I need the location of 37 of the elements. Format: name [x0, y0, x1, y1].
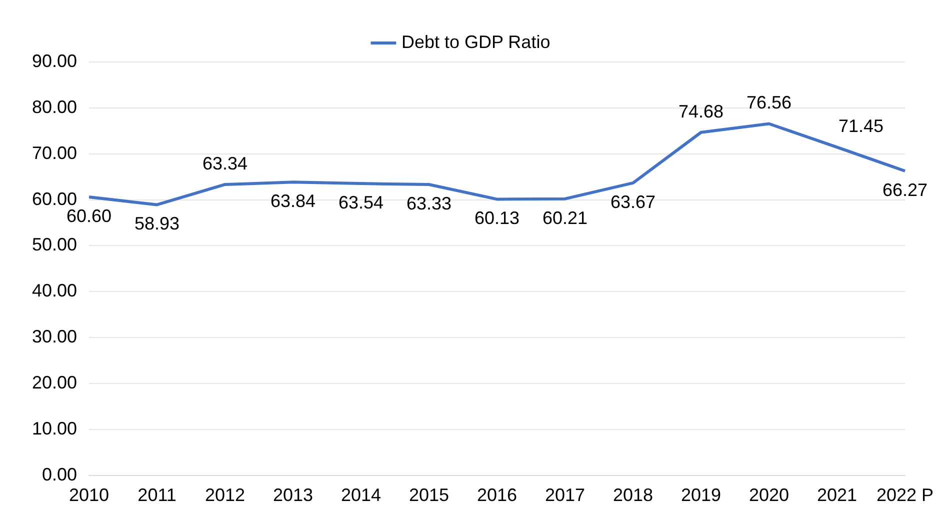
data-label: 76.56	[746, 92, 792, 113]
y-tick-label: 40.00	[32, 280, 78, 301]
y-tick-label: 30.00	[32, 326, 78, 347]
data-label: 60.13	[474, 208, 520, 228]
data-label: 74.68	[678, 101, 724, 122]
x-tick-label: 2015	[409, 485, 450, 506]
x-tick-label: 2020	[748, 485, 790, 506]
y-tick-label: 0.00	[42, 464, 78, 484]
x-tick-label: 2021	[816, 485, 858, 506]
data-label: 60.60	[66, 206, 112, 226]
data-label: 63.67	[610, 192, 656, 212]
x-tick-label: 2017	[544, 485, 586, 506]
y-tick-label: 90.00	[32, 50, 78, 71]
data-label: 63.84	[270, 191, 316, 212]
y-tick-label: 50.00	[32, 234, 78, 255]
x-tick-label: 2016	[477, 485, 518, 506]
x-tick-label: 2019	[680, 485, 722, 506]
x-tick-label: 2022 P	[876, 485, 934, 506]
x-tick-label: 2012	[205, 485, 246, 506]
x-tick-label: 2010	[69, 485, 110, 506]
y-tick-label: 60.00	[32, 188, 78, 209]
data-label: 66.27	[882, 180, 928, 200]
x-tick-label: 2018	[612, 485, 654, 506]
x-tick-label: 2014	[341, 485, 382, 506]
x-tick-label: 2011	[138, 485, 176, 506]
data-label: 63.54	[338, 192, 384, 213]
legend-label: Debt to GDP Ratio	[401, 32, 550, 52]
data-label: 71.45	[838, 116, 884, 136]
x-tick-label: 2013	[273, 485, 314, 506]
y-tick-label: 20.00	[32, 372, 78, 392]
data-label: 63.33	[406, 193, 452, 214]
data-label: 60.21	[542, 208, 588, 228]
y-tick-label: 70.00	[32, 142, 78, 163]
y-tick-label: 80.00	[32, 96, 78, 117]
y-tick-label: 10.00	[32, 418, 78, 438]
data-label: 58.93	[134, 214, 180, 234]
data-label: 63.34	[202, 153, 248, 174]
